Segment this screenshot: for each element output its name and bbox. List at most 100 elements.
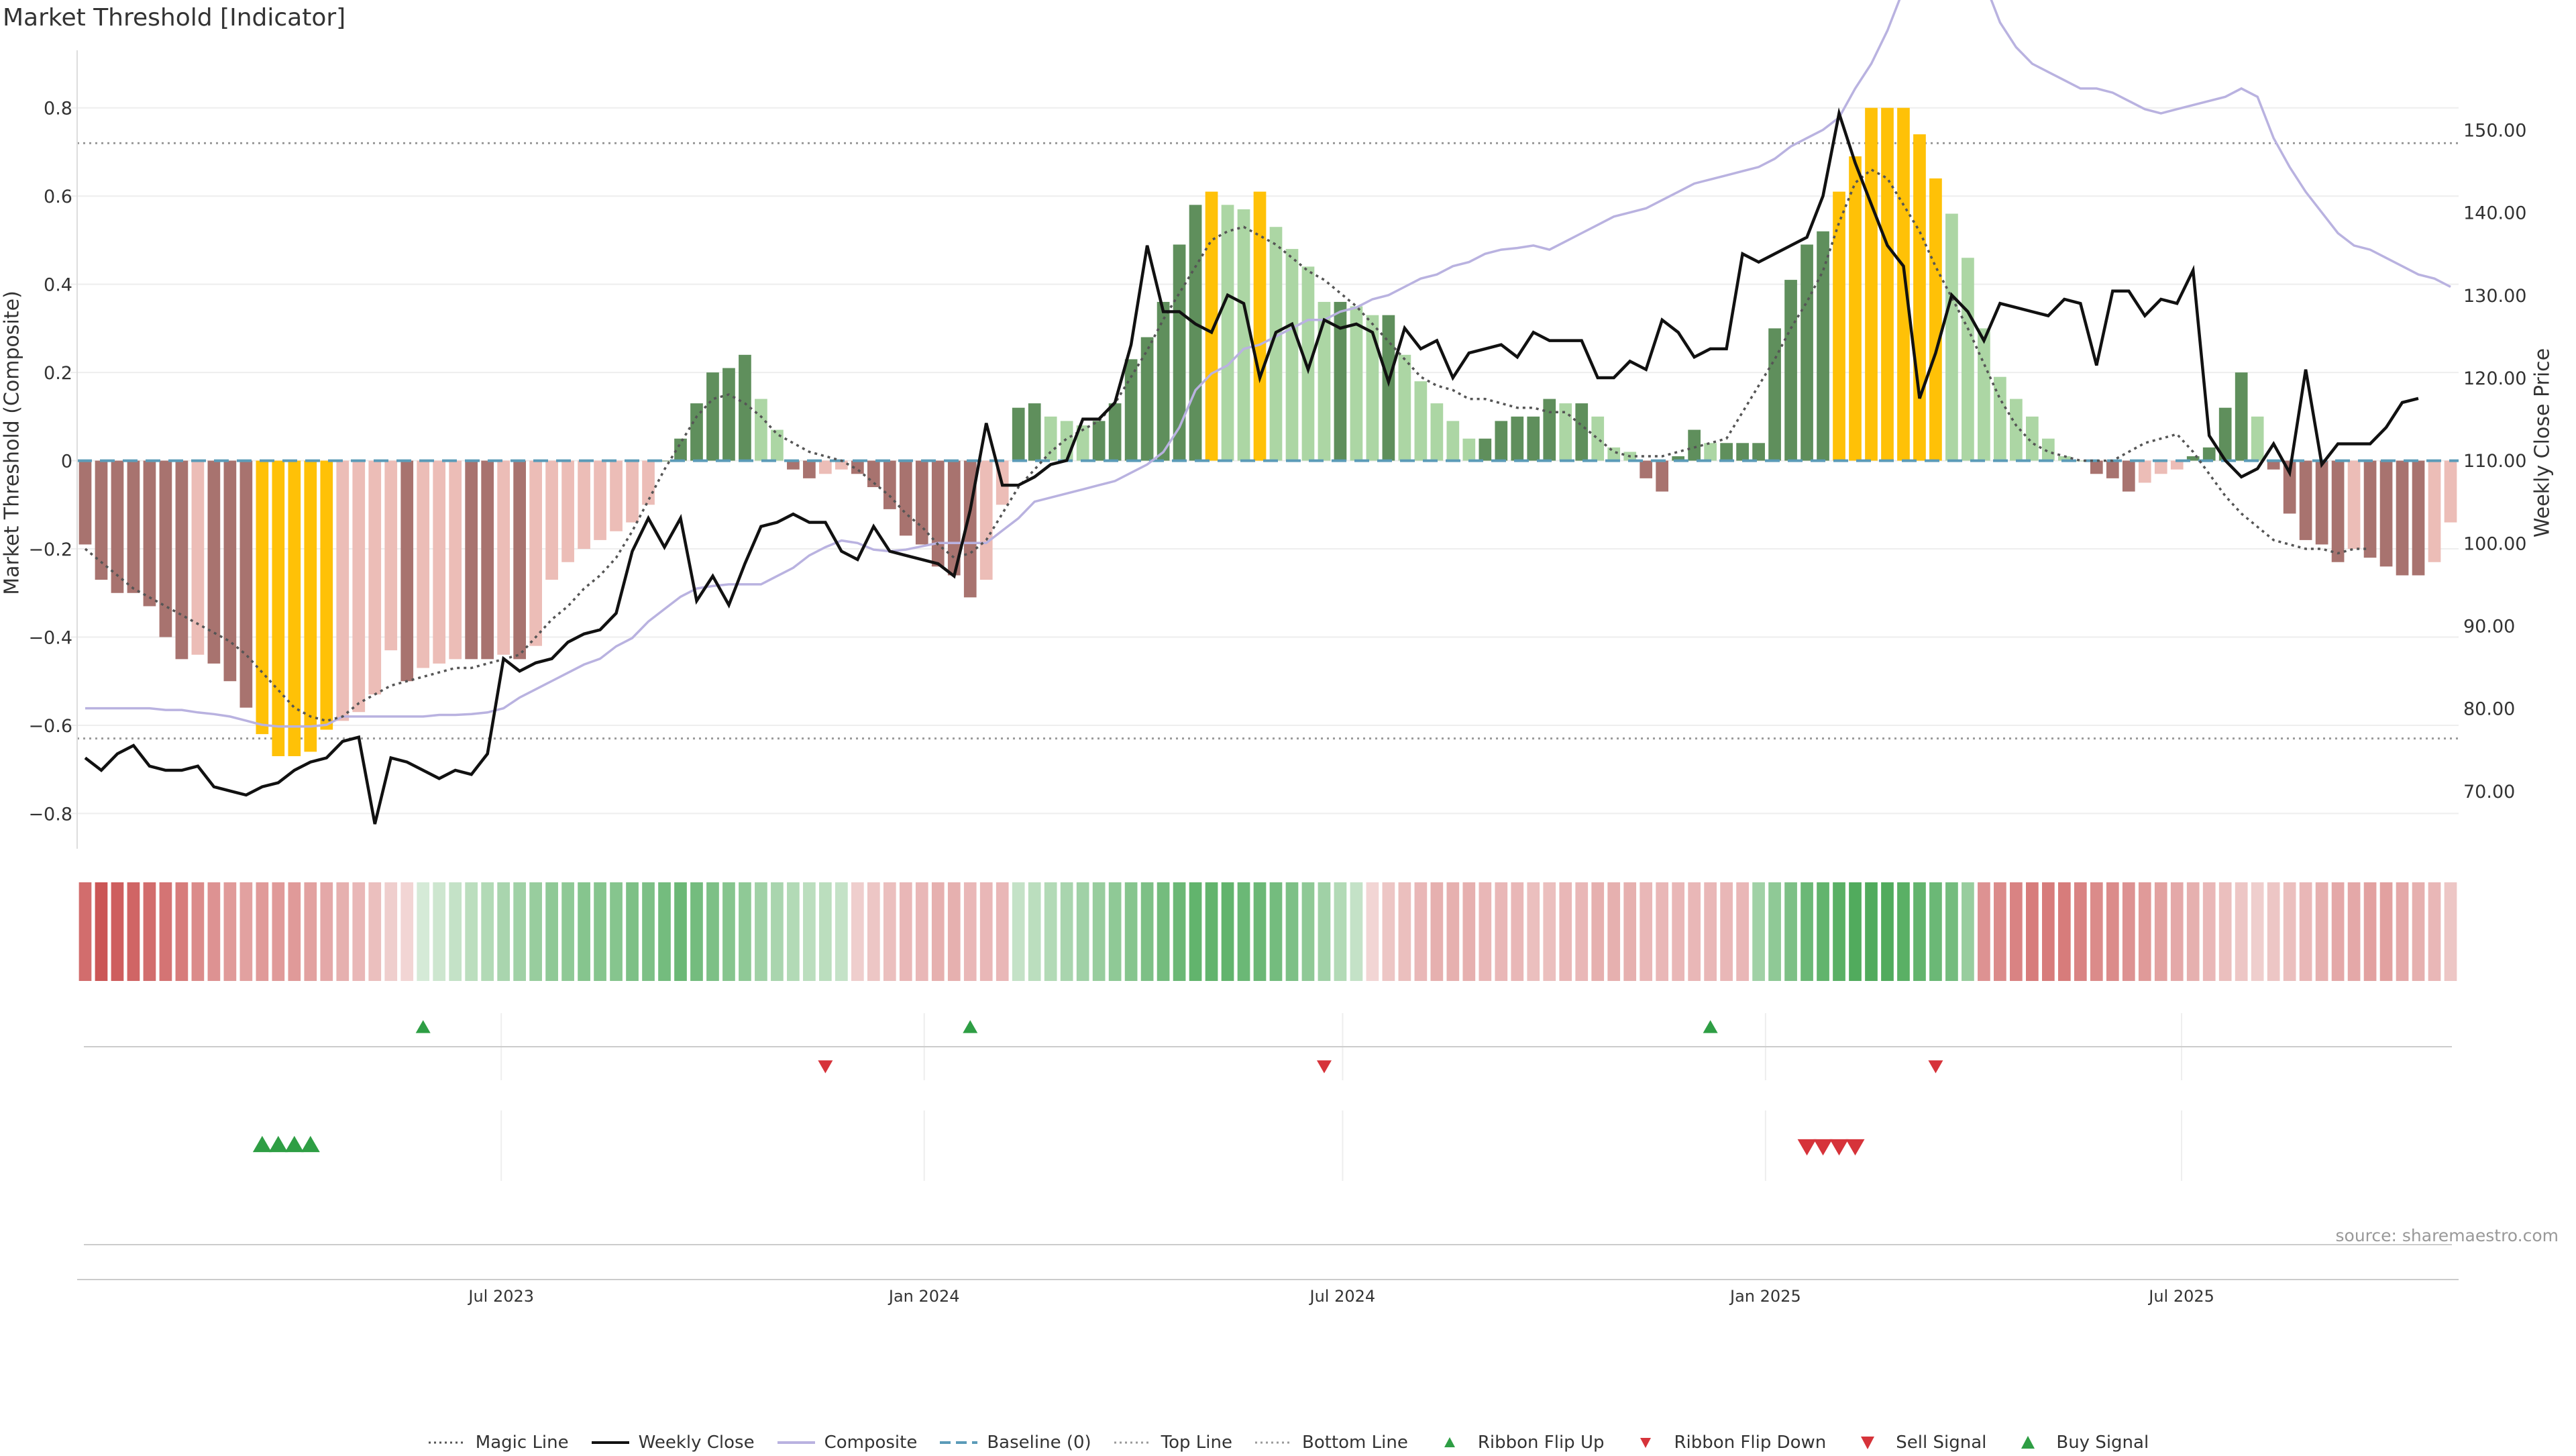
composite-bar	[2428, 460, 2441, 562]
ribbon-cell	[2299, 882, 2312, 981]
ribbon-cell	[2138, 882, 2151, 981]
legend-label: Composite	[824, 1433, 918, 1453]
ribbon-flip-up-marker	[415, 1020, 431, 1033]
composite-bar	[1430, 403, 1444, 461]
composite-bar	[127, 460, 140, 593]
composite-bar	[1849, 156, 1862, 461]
ribbon-cell	[2010, 882, 2023, 981]
ribbon-cell	[159, 882, 172, 981]
composite-bar	[2218, 407, 2232, 461]
ribbon-cell	[1318, 882, 1331, 981]
ribbon-cell	[288, 882, 301, 981]
legend-item: Sell Signal	[1847, 1433, 1986, 1453]
composite-bar	[931, 460, 945, 567]
ribbon-cell	[1736, 882, 1749, 981]
composite-bar	[2347, 460, 2361, 550]
legend-swatch	[1255, 1441, 1293, 1444]
ribbon-cell	[223, 882, 237, 981]
ribbon-cell	[1301, 882, 1315, 981]
ribbon-cell	[400, 882, 414, 981]
ribbon-cell	[529, 882, 542, 981]
ribbon-cell	[1060, 882, 1073, 981]
composite-bar	[336, 460, 350, 721]
ribbon-cell	[191, 882, 205, 981]
ribbon-flip-down-marker	[1316, 1060, 1332, 1074]
composite-bar	[2379, 460, 2393, 567]
legend-label: Magic Line	[475, 1433, 569, 1453]
composite-bar	[1366, 315, 1379, 461]
sell-signal-marker	[1845, 1139, 1865, 1156]
sell-signal-marker	[1829, 1139, 1849, 1156]
ribbon-cell	[1833, 882, 1845, 981]
ribbon-flip-down-marker	[1928, 1060, 1943, 1074]
legend-item: Bottom Line	[1254, 1433, 1408, 1453]
composite-bar	[1060, 421, 1073, 461]
ribbon-cell	[1012, 882, 1025, 981]
ribbon-cell	[1913, 882, 1926, 981]
legend-label: Weekly Close	[638, 1433, 755, 1453]
composite-bar	[1994, 376, 2006, 461]
ribbon-cell	[755, 882, 767, 981]
ribbon-cell	[1221, 882, 1234, 981]
composite-bar	[2057, 456, 2071, 461]
ribbon-cell	[1817, 882, 1829, 981]
sell-signal-marker	[1797, 1139, 1817, 1156]
composite-bar	[642, 460, 655, 505]
ribbon-cell	[433, 882, 446, 981]
left-tick-label: 0	[61, 452, 72, 472]
composite-bar	[1978, 328, 1990, 461]
ribbon-cell	[851, 882, 864, 981]
composite-bar	[1334, 301, 1347, 461]
legend-swatch	[1861, 1437, 1875, 1449]
composite-bar	[2074, 460, 2087, 462]
right-tick-label: 120.00	[2463, 368, 2526, 389]
composite-bar	[915, 460, 928, 545]
ribbon-flip-up-marker	[1703, 1020, 1718, 1033]
composite-bar	[1527, 416, 1540, 461]
ribbon-cell	[1285, 882, 1299, 981]
composite-bar	[1462, 438, 1476, 461]
composite-bar	[191, 460, 205, 655]
composite-bar	[739, 354, 751, 461]
ribbon-cell	[1929, 882, 1942, 981]
ribbon-cell	[2363, 882, 2377, 981]
composite-bar	[143, 460, 156, 607]
composite-bar	[1237, 209, 1250, 461]
ribbon-cell	[1607, 882, 1621, 981]
legend-label: Ribbon Flip Down	[1674, 1433, 1827, 1453]
composite-bar	[1140, 337, 1154, 461]
ribbon-cell	[2026, 882, 2039, 981]
ribbon-cell	[2331, 882, 2345, 981]
composite-bar	[2283, 460, 2296, 514]
ribbon-cell	[1575, 882, 1589, 981]
composite-bar	[1752, 443, 1765, 461]
composite-bar	[2251, 416, 2264, 461]
left-tick-label: −0.6	[28, 716, 72, 737]
composite-bar	[95, 460, 108, 580]
composite-bar	[1124, 359, 1138, 461]
composite-bar	[529, 460, 542, 646]
sell-signal-marker	[1813, 1139, 1833, 1156]
composite-bar	[867, 460, 880, 488]
composite-bar	[1945, 213, 1958, 461]
composite-bar	[1833, 191, 1845, 461]
composite-bar	[626, 460, 639, 523]
right-tick-label: 130.00	[2463, 286, 2526, 307]
composite-bars	[78, 107, 2457, 756]
ribbon-cell	[1173, 882, 1186, 981]
composite-bar	[449, 460, 462, 660]
composite-bar	[690, 403, 703, 461]
composite-bar	[1173, 244, 1186, 461]
composite-bar	[2090, 460, 2103, 474]
ribbon-cell	[95, 882, 108, 981]
ribbon-cell	[2218, 882, 2232, 981]
ribbon-cell	[2347, 882, 2361, 981]
composite-bar	[1382, 315, 1395, 461]
ribbon-cell	[2315, 882, 2328, 981]
ribbon-cell	[1189, 882, 1202, 981]
ribbon-cell	[867, 882, 880, 981]
composite-bar	[352, 460, 366, 713]
ribbon-cell	[947, 882, 961, 981]
ribbon-cell	[578, 882, 590, 981]
composite-bar	[78, 460, 92, 545]
